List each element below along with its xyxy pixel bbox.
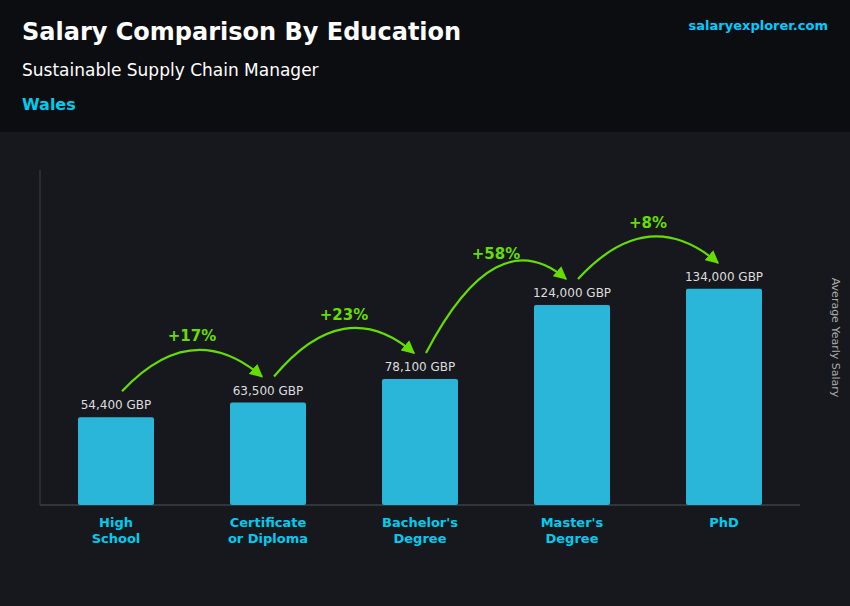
bar (78, 417, 154, 505)
change-label: +17% (168, 327, 216, 345)
subtitle: Sustainable Supply Chain Manager (22, 60, 319, 80)
data-label: 63,500 GBP (233, 384, 304, 398)
data-label: 54,400 GBP (81, 398, 152, 412)
change-label: +58% (472, 245, 520, 263)
background (0, 0, 850, 606)
x-tick-label: HighSchool (92, 515, 141, 546)
change-arrow (122, 350, 262, 391)
site-name: salaryexplorer.com (689, 18, 828, 33)
data-label: 78,100 GBP (385, 360, 456, 374)
bar (534, 305, 610, 505)
change-label: +23% (320, 306, 368, 324)
x-tick-label: Certificateor Diploma (228, 515, 308, 546)
chart: Salary Comparison By Education Sustainabl… (0, 0, 850, 606)
bar (686, 289, 762, 505)
x-tick-label: Master'sDegree (541, 515, 604, 546)
bar (230, 403, 306, 505)
x-tick-label: Bachelor'sDegree (382, 515, 458, 546)
change-arrow (426, 260, 566, 353)
data-label: 134,000 GBP (685, 270, 763, 284)
change-label: +8% (629, 214, 667, 232)
title: Salary Comparison By Education (22, 18, 461, 46)
y-axis-line (40, 170, 41, 505)
data-label: 124,000 GBP (533, 286, 611, 300)
bar (382, 379, 458, 505)
bars (78, 289, 762, 505)
header (0, 0, 850, 132)
location: Wales (22, 95, 76, 114)
change-arrow (274, 328, 414, 377)
x-tick-label: PhD (709, 515, 739, 530)
change-arrow (578, 236, 718, 279)
y-axis-label: Average Yearly Salary (829, 278, 842, 398)
